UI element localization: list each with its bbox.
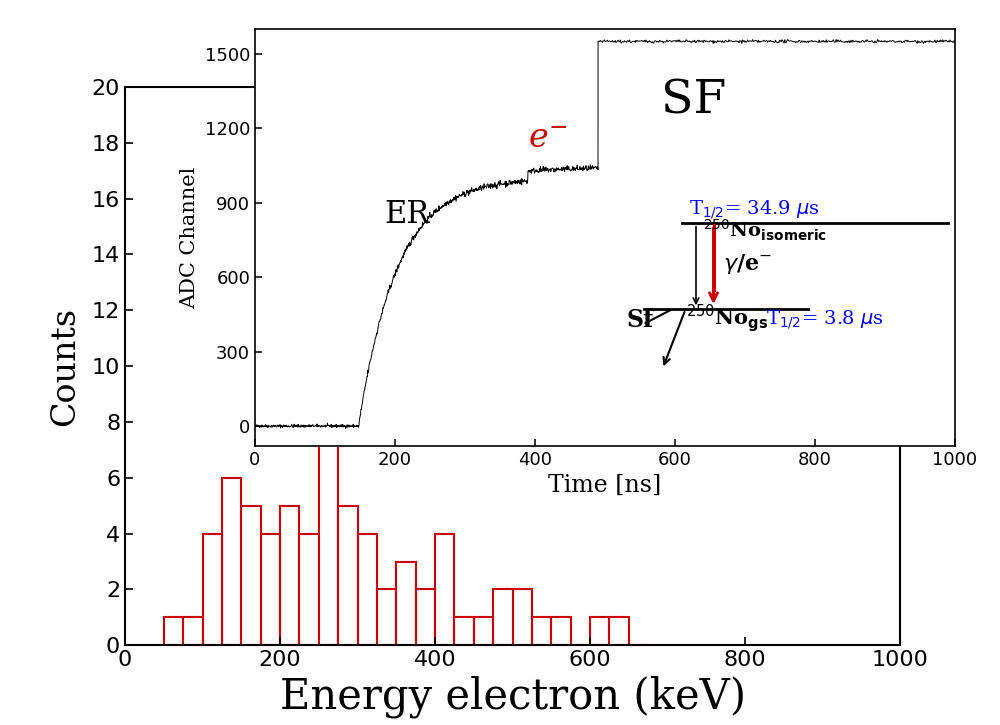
- Bar: [512, 589, 532, 645]
- Text: $\gamma$/e$^{-}$: $\gamma$/e$^{-}$: [723, 252, 772, 276]
- Bar: [164, 618, 183, 645]
- Text: T$_{1/2}$= 34.9 $\mu$s: T$_{1/2}$= 34.9 $\mu$s: [689, 198, 820, 220]
- Bar: [454, 618, 474, 645]
- Bar: [532, 618, 551, 645]
- Text: $^{250}$No$_{\mathbf{isomeric}}$: $^{250}$No$_{\mathbf{isomeric}}$: [703, 218, 827, 243]
- Bar: [241, 506, 261, 645]
- Bar: [590, 618, 609, 645]
- Y-axis label: ADC Channel: ADC Channel: [180, 166, 199, 309]
- Bar: [358, 534, 377, 645]
- Bar: [202, 534, 222, 645]
- Bar: [183, 618, 202, 645]
- Bar: [319, 422, 338, 645]
- Bar: [474, 618, 493, 645]
- Bar: [299, 534, 319, 645]
- Y-axis label: Counts: Counts: [49, 307, 81, 426]
- Bar: [338, 506, 358, 645]
- Bar: [609, 618, 629, 645]
- X-axis label: Time [ns]: Time [ns]: [548, 474, 662, 497]
- Text: e$^{-}$: e$^{-}$: [528, 123, 567, 155]
- Bar: [551, 618, 571, 645]
- Bar: [416, 589, 435, 645]
- Text: SF: SF: [661, 78, 726, 123]
- Bar: [396, 561, 416, 645]
- Bar: [222, 478, 241, 645]
- Text: ER: ER: [384, 199, 430, 230]
- Text: $^{250}$No$_{\mathbf{gs}}$: $^{250}$No$_{\mathbf{gs}}$: [686, 302, 768, 334]
- X-axis label: Energy electron (keV): Energy electron (keV): [280, 676, 746, 718]
- Bar: [493, 589, 512, 645]
- Bar: [377, 589, 396, 645]
- Bar: [280, 506, 299, 645]
- Text: Sf: Sf: [626, 308, 653, 332]
- Bar: [261, 534, 280, 645]
- Bar: [435, 534, 454, 645]
- Text: T$_{1/2}$= 3.8 $\mu$s: T$_{1/2}$= 3.8 $\mu$s: [766, 308, 884, 331]
